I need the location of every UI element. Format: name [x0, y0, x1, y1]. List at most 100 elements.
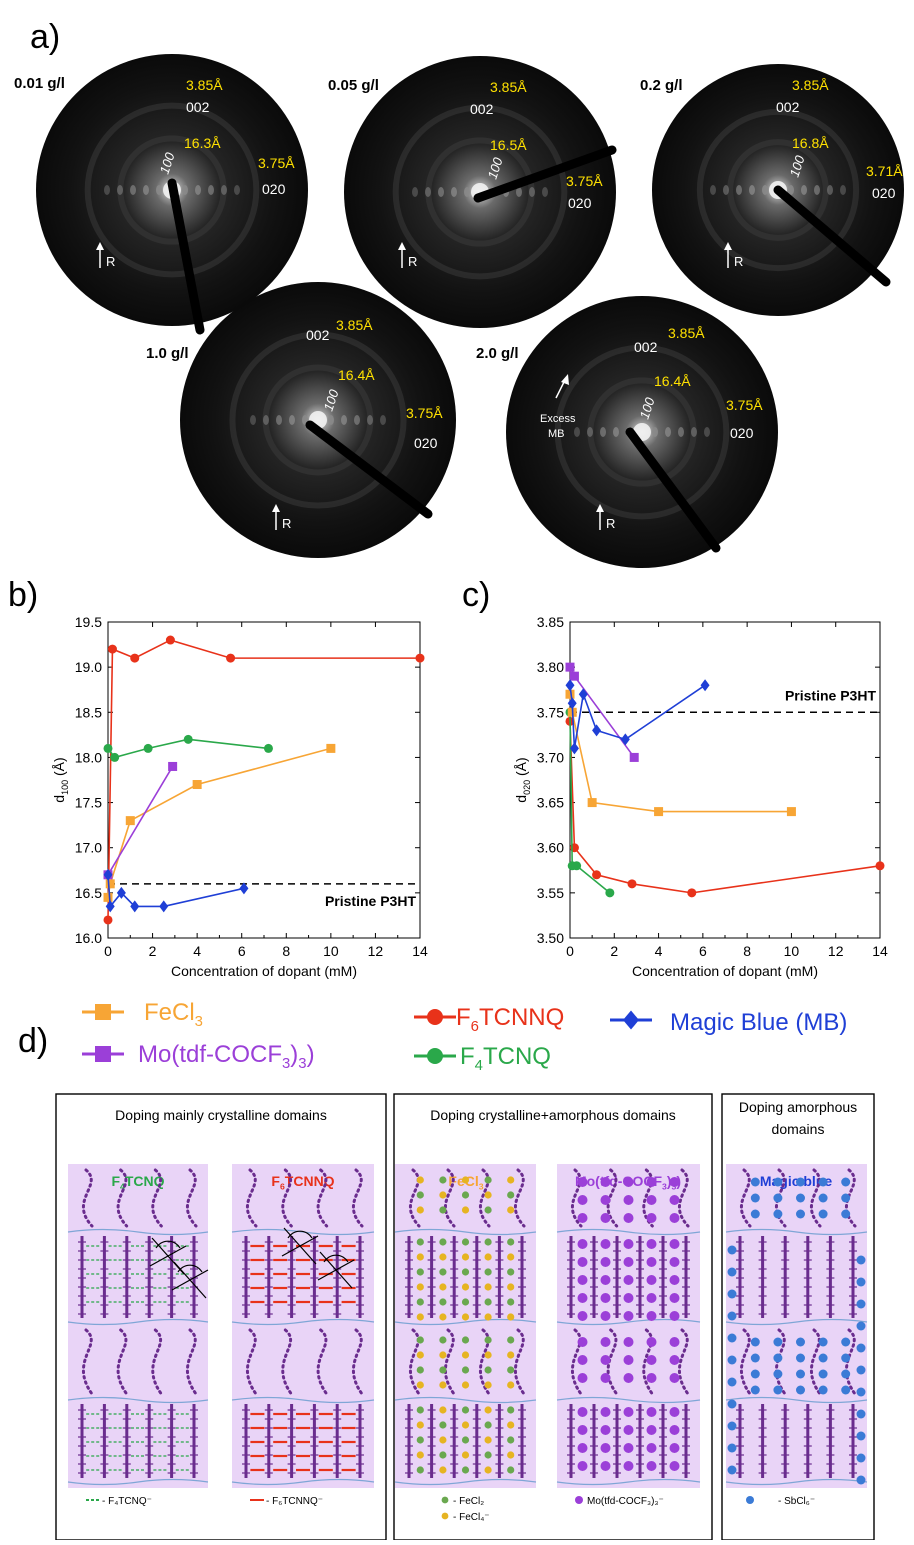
dopant-anion — [461, 1313, 470, 1321]
diffraction-spot — [221, 185, 227, 195]
data-point — [125, 816, 135, 826]
dopant-anion — [600, 1407, 611, 1417]
caption-symbol — [575, 1496, 583, 1504]
y-tick-label: 3.80 — [537, 659, 564, 675]
diffraction-spot — [665, 427, 671, 437]
saed-concentration-label: 0.2 g/l — [640, 77, 683, 94]
amorphous-chain — [151, 1328, 163, 1396]
dopant-anion — [484, 1298, 492, 1306]
diffraction-spot — [587, 427, 593, 437]
dopant-anion — [484, 1336, 492, 1344]
domain-boundary — [725, 1396, 868, 1404]
amorphous-chain — [513, 1328, 526, 1396]
dopant-anion — [484, 1351, 492, 1359]
dopant-anion — [669, 1461, 680, 1471]
x-tick-label: 0 — [104, 943, 112, 959]
y-axis-label: d020 (Å) — [513, 757, 532, 802]
data-point — [587, 798, 597, 808]
diffraction-ring — [727, 139, 829, 241]
chart-d100: 0 2 4 6 8 10 12 14 16.0 16.5 17.0 17.5 18.0 18.5 19.0 1… — [51, 614, 428, 979]
dopant-anion — [773, 1193, 783, 1203]
amorphous-chain — [185, 1328, 198, 1396]
amorphous-chain — [739, 1328, 752, 1396]
dopant-anion — [669, 1195, 680, 1205]
dopant-anion — [796, 1209, 805, 1219]
dopant-anion — [439, 1298, 447, 1306]
dopant-anion — [600, 1177, 611, 1187]
diffraction-ring — [84, 102, 260, 278]
dopant-anion — [600, 1443, 611, 1453]
diffraction-spot — [710, 185, 716, 195]
dopant-anion — [841, 1209, 851, 1219]
dopant-anion — [461, 1351, 470, 1359]
tilt-arc — [323, 1254, 349, 1263]
dopant-anion — [623, 1311, 634, 1321]
diffraction-spot — [143, 185, 149, 195]
dopant-anion — [416, 1268, 424, 1276]
dopant-anion — [600, 1275, 611, 1285]
data-point — [786, 807, 796, 817]
dopant-anion — [461, 1366, 470, 1374]
dopant-anion — [507, 1421, 515, 1429]
rotation-arrow-label: R — [408, 254, 417, 269]
dopant-anion — [416, 1253, 424, 1261]
schematic-column: F6TCNNQ - F₆TCNNQ⁻ — [231, 1164, 375, 1507]
dopant-anion — [507, 1298, 515, 1306]
dopant-label: F6TCNNQ — [271, 1173, 334, 1192]
diffraction-spot — [412, 187, 418, 197]
domain-boundary — [556, 1396, 701, 1404]
diffraction-spot — [723, 185, 729, 195]
amorphous-chain — [740, 1168, 752, 1228]
diffraction-ring — [229, 331, 407, 509]
schematic-column: F4TCNQ - F₄TCNQ⁻ — [67, 1164, 209, 1507]
dopant-anion — [416, 1381, 424, 1389]
diffraction-spot — [762, 185, 768, 195]
dopant-anion — [623, 1293, 634, 1303]
dopant-anion — [416, 1336, 424, 1344]
dopant-anion — [577, 1373, 588, 1383]
reflection-100-label: 100 — [637, 395, 658, 421]
dopant-anion — [750, 1385, 760, 1395]
domain-boundary — [556, 1318, 701, 1326]
dopant-anion — [577, 1311, 588, 1321]
dopant-anion — [646, 1213, 657, 1223]
dopant-anion — [600, 1239, 611, 1249]
dopant-anion — [577, 1257, 588, 1267]
dopant-anion — [856, 1453, 866, 1463]
dopant-anion — [439, 1336, 447, 1344]
dopant-anion — [669, 1425, 680, 1435]
domain-background — [232, 1164, 374, 1488]
dopant-anion — [750, 1193, 760, 1203]
dopant-anion — [856, 1299, 866, 1309]
dopant-anion — [577, 1425, 588, 1435]
amorphous-chain — [82, 1168, 94, 1228]
dopant-anion — [461, 1406, 470, 1414]
dopant-anion — [507, 1191, 515, 1199]
beam-stop — [305, 420, 433, 519]
data-point — [116, 886, 126, 899]
amorphous-chain — [316, 1328, 329, 1396]
dopant-anion — [856, 1255, 866, 1265]
caption-symbol — [746, 1496, 754, 1504]
y-tick-label: 3.85 — [537, 614, 564, 630]
dopant-anion — [507, 1466, 515, 1474]
data-point — [103, 892, 113, 902]
domain-boundary — [231, 1396, 375, 1404]
dopant-anion — [484, 1238, 492, 1246]
dopant-anion — [507, 1351, 515, 1359]
amorphous-chain — [809, 1328, 822, 1396]
data-point — [107, 644, 117, 654]
tilt-arc — [177, 1264, 203, 1273]
data-point — [103, 915, 113, 925]
amorphous-chain — [845, 1168, 857, 1228]
diffraction-spot — [130, 185, 136, 195]
y-tick-label: 16.0 — [75, 930, 102, 946]
dopant-anion — [600, 1311, 611, 1321]
dopant-anion — [796, 1337, 805, 1347]
diffraction-spot — [749, 185, 755, 195]
dopant-anion — [623, 1461, 634, 1471]
dopant-anion — [796, 1193, 805, 1203]
y-tick-label: 19.0 — [75, 659, 102, 675]
data-point — [700, 679, 710, 692]
